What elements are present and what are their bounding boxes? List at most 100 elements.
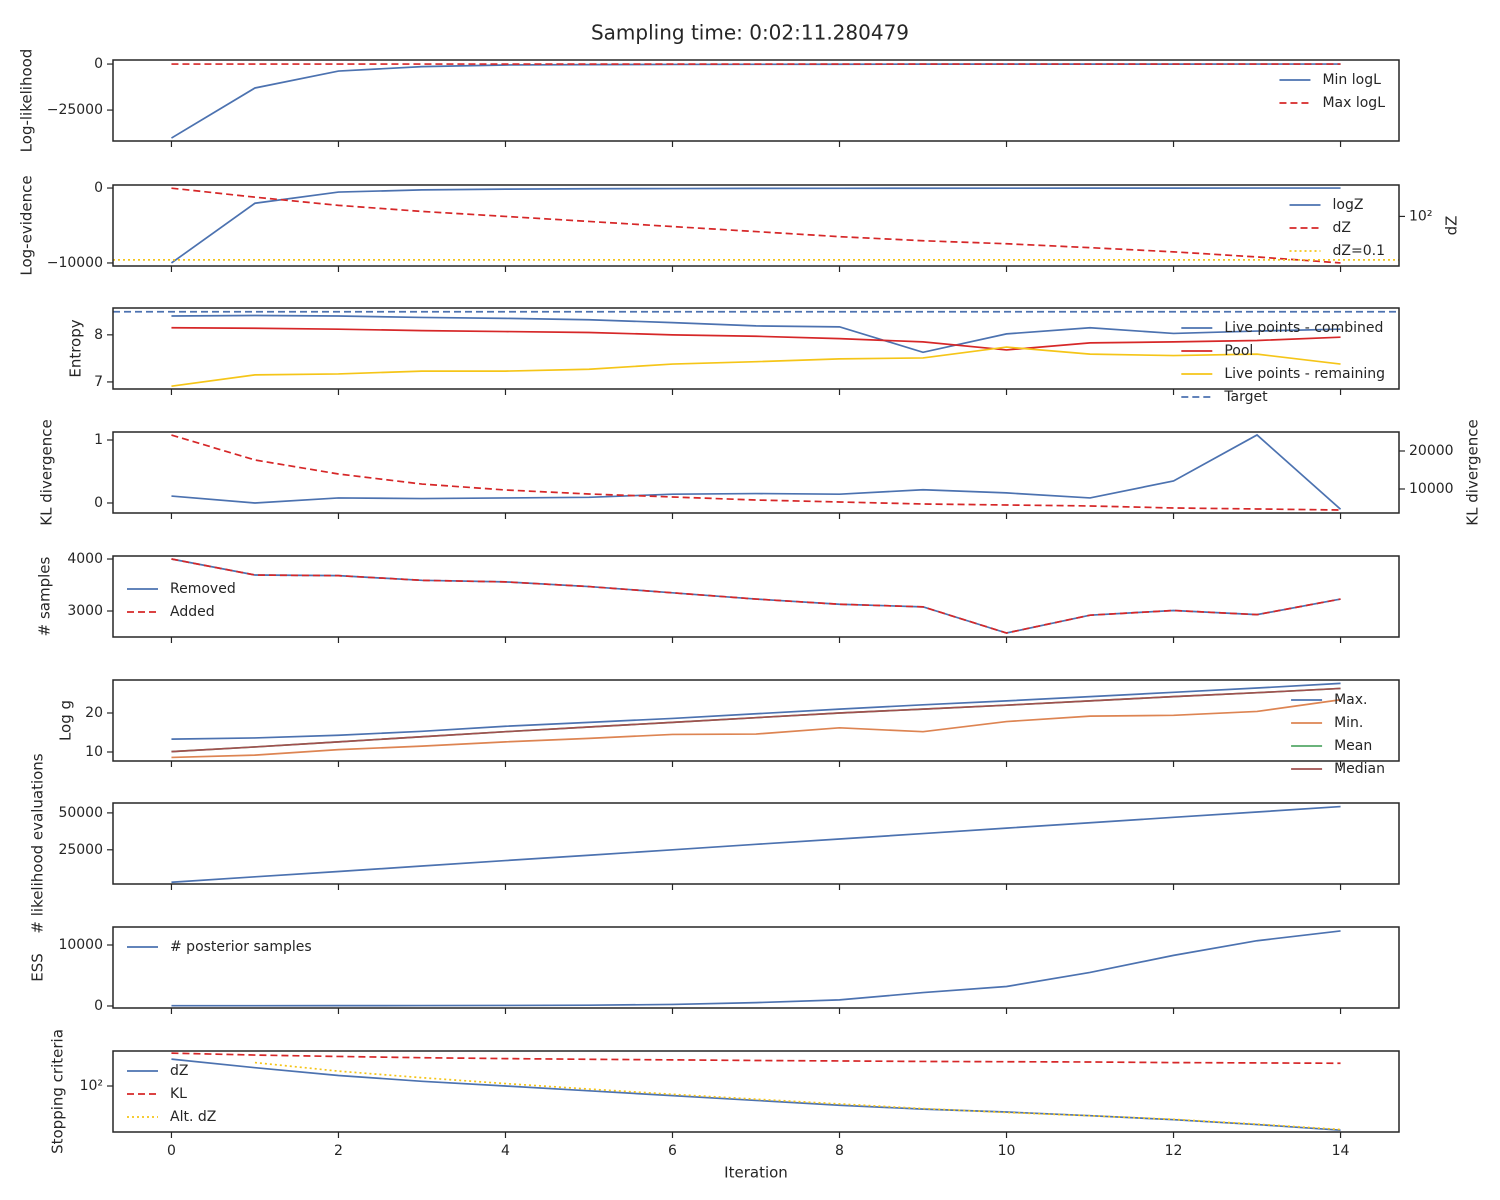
series-line — [171, 314, 1341, 354]
series-line — [171, 187, 1341, 264]
y-axis-label: # likelihood evaluations — [29, 753, 47, 933]
x-tick-label: 2 — [334, 1143, 343, 1159]
y2-tick-label: 10² — [1409, 208, 1432, 224]
axes-frame — [112, 802, 1400, 885]
series-line — [170, 187, 1341, 264]
legend-label: Removed — [170, 581, 236, 597]
legend-label: Max. — [1334, 692, 1367, 708]
y-tick-label: 0 — [94, 495, 103, 511]
series-line — [171, 433, 1342, 510]
x-tick-label: 12 — [1165, 1143, 1183, 1159]
axes-frame — [112, 431, 1400, 514]
y-tick-label: 10² — [80, 1078, 103, 1094]
axes-frame — [112, 307, 1400, 390]
legend-label: Max logL — [1322, 95, 1385, 111]
x-tick-label: 10 — [998, 1143, 1016, 1159]
series-line — [171, 1058, 1341, 1132]
panel: 10² 0 2 4 6 8 10 12 14 Iteration Stopping criteria… — [49, 1029, 1400, 1182]
x-tick-label: 6 — [668, 1143, 677, 1159]
legend-label: dZ — [170, 1063, 188, 1079]
x-tick-label: 0 — [167, 1143, 176, 1159]
panel: 3000 4000 # samples Removed Added — [36, 551, 1400, 643]
panel: 25000 50000 # likelihood evaluations — [29, 753, 1400, 934]
x-tick-label: 14 — [1332, 1143, 1350, 1159]
legend-label: Target — [1223, 389, 1268, 405]
y-tick-label: −10000 — [47, 255, 103, 271]
series-line — [171, 930, 1341, 1007]
legend: # posterior samples — [127, 939, 312, 955]
y-axis-label: KL divergence — [38, 419, 56, 525]
y-tick-label: 50000 — [58, 805, 103, 821]
y-axis-label: Log g — [57, 700, 75, 741]
series-line — [171, 805, 1341, 884]
y-tick-label: 20 — [85, 705, 103, 721]
y-tick-label: 10000 — [58, 937, 103, 953]
y-tick-label: 0 — [94, 180, 103, 196]
legend: dZ KL Alt. dZ — [127, 1063, 216, 1125]
legend-label: # posterior samples — [170, 939, 312, 955]
legend: Removed Added — [127, 581, 236, 620]
y-tick-label: 4000 — [67, 551, 103, 567]
x-axis-label: Iteration — [724, 1164, 788, 1182]
panel: −10000 0 10² Log-evidence dZ logZ dZ dZ=0.1 — [18, 175, 1461, 275]
series-line — [254, 1061, 1341, 1131]
series-line — [171, 558, 1341, 634]
legend-label: dZ=0.1 — [1333, 243, 1385, 259]
y-tick-label: 10 — [85, 744, 103, 760]
legend-label: logZ — [1333, 197, 1364, 213]
series-line — [171, 326, 1341, 351]
x-tick-label: 4 — [501, 1143, 510, 1159]
y-axis-label: Log-likelihood — [18, 49, 36, 153]
axes-frame — [112, 555, 1400, 638]
x-tick-label: 8 — [835, 1143, 844, 1159]
legend-label: dZ — [1333, 220, 1351, 236]
series-line — [171, 698, 1341, 759]
legend-label: Added — [170, 604, 215, 620]
panel: −25000 0 Log-likelihood Min logL Max logL — [18, 49, 1400, 153]
legend-label: Pool — [1224, 343, 1253, 359]
y-tick-label: 1 — [94, 432, 103, 448]
y-tick-label: 8 — [94, 327, 103, 343]
y-axis-label: Entropy — [67, 319, 85, 377]
figure-title: Sampling time: 0:02:11.280479 — [591, 21, 909, 45]
panel: 0 10000 ESS # posterior samples — [29, 926, 1400, 1014]
y-tick-label: 0 — [94, 56, 103, 72]
axes-frame — [112, 679, 1400, 762]
y-axis-label: Log-evidence — [18, 175, 36, 275]
series-line — [171, 434, 1341, 511]
y-tick-label: 3000 — [67, 603, 103, 619]
legend-label: Mean — [1334, 738, 1372, 754]
series-line — [171, 687, 1341, 753]
legend: Min logL Max logL — [1279, 72, 1385, 111]
legend: logZ dZ dZ=0.1 — [1289, 197, 1385, 259]
y2-tick-label: 20000 — [1409, 443, 1454, 459]
axes-frame — [112, 184, 1400, 267]
legend-label: Min. — [1334, 715, 1363, 731]
legend-label: Live points - combined — [1224, 320, 1383, 336]
legend-label: Live points - remaining — [1224, 366, 1385, 382]
y2-axis-label: KL divergence — [1464, 419, 1482, 525]
legend-label: Median — [1334, 761, 1385, 777]
legend: Max. Min. Mean Median — [1291, 692, 1385, 777]
y-axis-label: Stopping criteria — [49, 1029, 67, 1154]
y-axis-label: # samples — [36, 556, 54, 636]
series-line — [171, 1052, 1341, 1065]
y-tick-label: 0 — [94, 998, 103, 1014]
y-axis-label: ESS — [29, 953, 47, 982]
axes-frame — [112, 1050, 1400, 1133]
y-tick-label: 7 — [94, 374, 103, 390]
series-line — [171, 682, 1341, 740]
panel: 0 1 10000 20000 KL divergence KL divergence — [38, 419, 1482, 525]
y-tick-label: −25000 — [47, 102, 103, 118]
y-tick-label: 25000 — [58, 842, 103, 858]
legend: Live points - combined Pool Live points - … — [1181, 320, 1385, 405]
legend-label: Alt. dZ — [170, 1109, 216, 1125]
axes-frame — [112, 59, 1400, 142]
legend-label: KL — [170, 1086, 187, 1102]
y2-axis-label: dZ — [1443, 216, 1461, 236]
series-line — [171, 346, 1341, 388]
panel: 10 20 Log g Max. Min. Mean Median — [57, 679, 1400, 777]
